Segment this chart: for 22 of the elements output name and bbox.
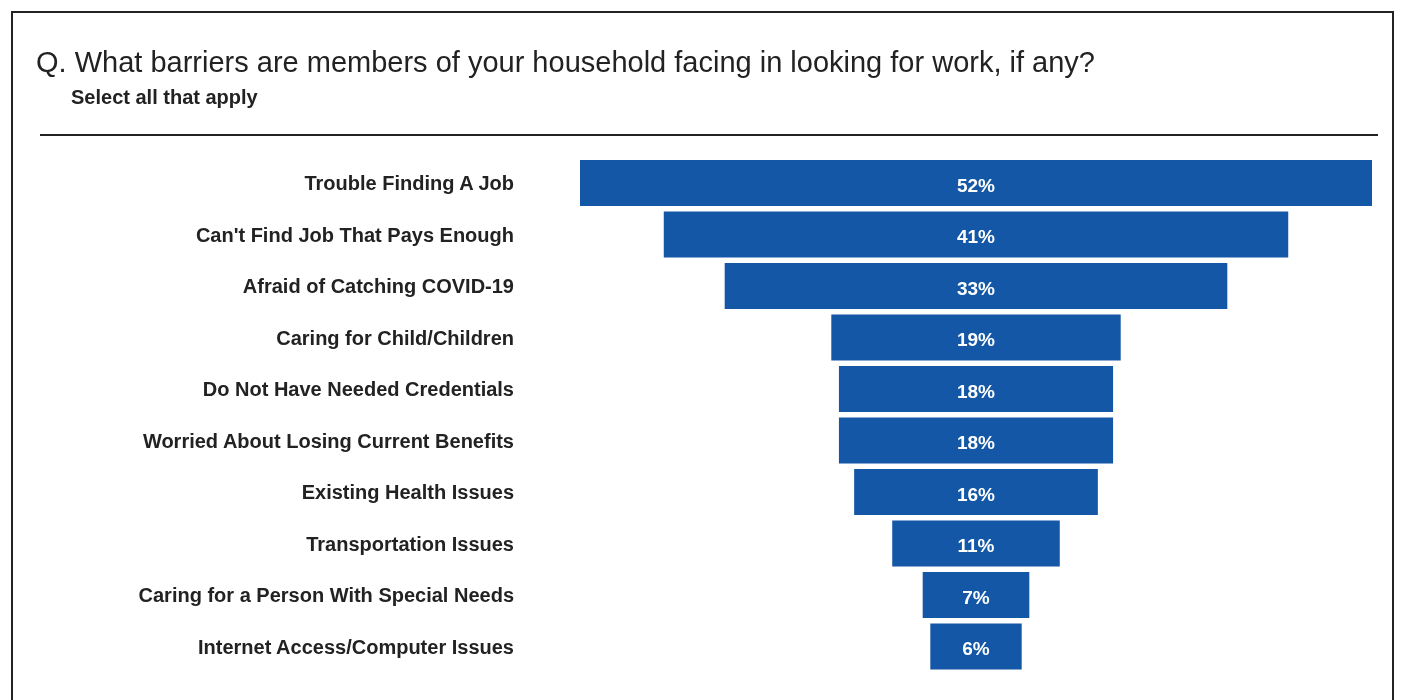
data-label: 41% (956, 226, 996, 248)
data-label: 11% (957, 535, 995, 557)
data-label: 18% (956, 380, 996, 402)
category-label: Caring for a Person With Special Needs (138, 584, 514, 606)
data-label: 7% (962, 586, 990, 608)
category-label: Do Not Have Needed Credentials (202, 378, 514, 400)
category-label: Can't Find Job That Pays Enough (195, 223, 514, 246)
category-label: Caring for Child/Children (276, 326, 514, 349)
text: Select all that apply (71, 86, 259, 108)
category-label: Afraid of Catching COVID-19 (242, 275, 514, 297)
category-label: Trouble Finding A Job (304, 172, 514, 194)
category-label: Transportation Issues (306, 532, 514, 555)
text: Q. What barriers are members of your household facing in looking for work, if any? (36, 46, 1095, 78)
category-label: Internet Access/Computer Issues (197, 635, 514, 658)
category-label: Worried About Losing Current Benefits (142, 429, 514, 452)
data-label: 16% (956, 483, 996, 505)
data-label: 33% (956, 277, 996, 299)
data-label: 18% (956, 432, 996, 454)
data-label: 6% (962, 638, 990, 660)
data-label: 52% (956, 174, 996, 196)
data-label: 19% (956, 329, 996, 351)
category-label: Existing Health Issues (301, 481, 514, 503)
